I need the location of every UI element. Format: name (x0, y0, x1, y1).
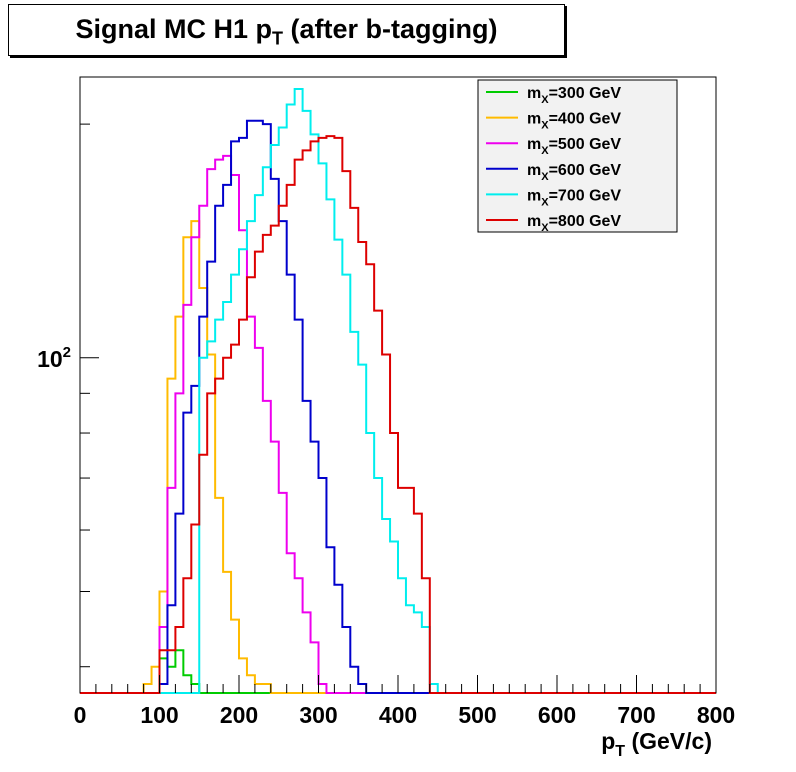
legend-label-2: mX=400 GeV (527, 111, 621, 132)
x-axis-title: pT (GeV/c) (601, 728, 712, 760)
chart-title-rest: (after b-tagging) (283, 14, 498, 44)
x-tick-label-500: 500 (458, 702, 496, 728)
x-tick-label-400: 400 (379, 702, 417, 728)
x-axis-title-main: p (601, 728, 615, 754)
axes: 0 100 200 300 400 500 600 700 800 102 (37, 123, 735, 728)
x-axis-title-rest: (GeV/c) (625, 728, 712, 754)
x-tick-label-600: 600 (538, 702, 576, 728)
title-box: Signal MC H1 pT (after b-tagging) (8, 4, 565, 56)
svg-text:pT (GeV/c): pT (GeV/c) (601, 728, 712, 760)
legend-label-3: mX=500 GeV (527, 136, 621, 157)
legend-label-4: mX=600 GeV (527, 162, 621, 183)
x-tick-label-0: 0 (74, 702, 87, 728)
x-tick-label-100: 100 (140, 702, 178, 728)
y-tick-label-100: 102 (37, 344, 71, 372)
x-tick-label-700: 700 (617, 702, 655, 728)
chart-title-main: Signal MC H1 p (75, 14, 273, 44)
legend-box (477, 79, 678, 233)
series-line-6 (80, 135, 716, 694)
x-axis-title-sub: T (615, 743, 625, 760)
chart-title-sub: T (272, 28, 284, 49)
x-tick-label-200: 200 (220, 702, 258, 728)
legend-label-1: mX=300 GeV (527, 85, 621, 106)
x-tick-label-800: 800 (697, 702, 735, 728)
legend-label-6: mX=800 GeV (527, 213, 621, 234)
legend: mX=300 GeV mX=400 GeV mX=500 GeV mX=600 GeV… (477, 79, 678, 234)
x-tick-label-300: 300 (299, 702, 337, 728)
chart-title: Signal MC H1 pT (after b-tagging) (9, 14, 564, 49)
legend-label-5: mX=700 GeV (527, 187, 621, 208)
